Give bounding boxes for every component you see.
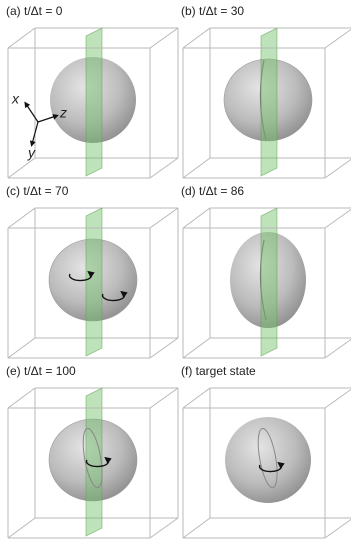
cube-edge — [150, 28, 178, 48]
cube-edge — [150, 388, 178, 408]
panel-label: (f) target state — [181, 364, 256, 378]
axis-label: y — [27, 145, 36, 161]
shear-plane — [261, 28, 277, 176]
panel-label: (a) t/Δt = 0 — [6, 4, 63, 18]
cube-edge — [150, 158, 178, 178]
panel: (f) target state — [181, 364, 351, 538]
cube-edge — [8, 28, 35, 48]
cube-edge — [183, 388, 210, 408]
cube-edge — [8, 388, 35, 408]
shear-plane — [86, 208, 102, 356]
figure: (a) t/Δt = 0 x z y (b) t/Δt = 30 (c) t/Δt = 7… — [0, 0, 351, 543]
cube-edge — [183, 158, 210, 178]
shear-plane — [261, 208, 277, 356]
cube-edge — [150, 208, 178, 228]
cube-edge — [8, 338, 35, 358]
cube-edge — [325, 518, 351, 538]
panel-label: (d) t/Δt = 86 — [181, 184, 244, 198]
panel-label: (c) t/Δt = 70 — [6, 184, 69, 198]
cube-edge — [150, 518, 178, 538]
shear-plane — [86, 28, 102, 176]
panel-label: (e) t/Δt = 100 — [6, 364, 76, 378]
cube-edge — [325, 388, 351, 408]
panel: (d) t/Δt = 86 — [181, 184, 351, 358]
panel-label: (b) t/Δt = 30 — [181, 4, 244, 18]
droplet — [225, 417, 311, 503]
cube-edge — [325, 208, 351, 228]
cube-edge — [8, 208, 35, 228]
cube-edge — [183, 208, 210, 228]
cube-edge — [325, 158, 351, 178]
panel: (c) t/Δt = 70 — [6, 184, 178, 358]
cube-edge — [183, 518, 210, 538]
cube-edge — [8, 158, 35, 178]
cube-edge — [183, 28, 210, 48]
cube-edge — [183, 338, 210, 358]
axis-arrow — [38, 116, 56, 122]
shear-plane — [86, 388, 102, 536]
cube-edge — [325, 28, 351, 48]
panel: (b) t/Δt = 30 — [181, 4, 351, 178]
cube-edge — [8, 518, 35, 538]
cube-edge — [325, 338, 351, 358]
panel: (e) t/Δt = 100 — [6, 364, 178, 538]
axis-arrow — [26, 104, 38, 122]
panel: (a) t/Δt = 0 x z y — [6, 4, 178, 178]
axis-label: x — [11, 91, 20, 107]
axis-label: z — [59, 105, 67, 121]
page: (a) t/Δt = 0 x z y (b) t/Δt = 30 (c) t/Δt = 7… — [0, 0, 351, 543]
cube-edge — [150, 338, 178, 358]
